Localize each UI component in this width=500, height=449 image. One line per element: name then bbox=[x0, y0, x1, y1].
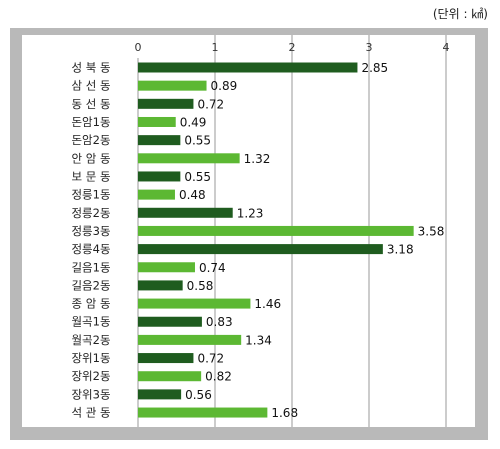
data-label: 0.74 bbox=[199, 261, 226, 275]
bar bbox=[138, 316, 202, 327]
data-label: 3.58 bbox=[418, 224, 445, 238]
bar bbox=[138, 171, 181, 182]
data-label: 0.55 bbox=[184, 170, 211, 184]
data-label: 0.89 bbox=[211, 79, 238, 93]
bar bbox=[138, 135, 181, 146]
data-label: 0.72 bbox=[197, 352, 224, 366]
bar bbox=[138, 98, 194, 109]
category-label: 월곡1동 bbox=[71, 315, 110, 329]
data-label: 1.34 bbox=[245, 333, 272, 347]
x-tick-label: 3 bbox=[366, 41, 373, 54]
data-label: 0.56 bbox=[185, 388, 212, 402]
category-label: 장위1동 bbox=[71, 351, 110, 365]
unit-label: (단위 : ㎢) bbox=[432, 7, 488, 21]
data-label: 2.85 bbox=[361, 61, 388, 75]
bar bbox=[138, 389, 182, 400]
data-label: 0.82 bbox=[205, 370, 232, 384]
bar bbox=[138, 280, 183, 291]
bar bbox=[138, 334, 242, 345]
category-label: 정릉1동 bbox=[71, 188, 110, 202]
data-label: 0.58 bbox=[187, 279, 214, 293]
category-label: 종 암 동 bbox=[71, 297, 110, 311]
data-label: 1.32 bbox=[244, 152, 271, 166]
bar bbox=[138, 353, 194, 364]
data-label: 0.72 bbox=[197, 97, 224, 111]
data-label: 1.23 bbox=[237, 206, 264, 220]
bar bbox=[138, 80, 207, 91]
bar bbox=[138, 371, 202, 382]
bar bbox=[138, 116, 176, 127]
data-label: 0.83 bbox=[206, 315, 233, 329]
x-tick-label: 4 bbox=[443, 41, 450, 54]
category-label: 동 선 동 bbox=[71, 97, 110, 111]
bar bbox=[138, 244, 383, 255]
bar bbox=[138, 225, 414, 236]
bar bbox=[138, 262, 195, 273]
category-label: 장위3동 bbox=[71, 387, 110, 401]
category-label: 돈암2동 bbox=[71, 133, 110, 147]
category-label: 정릉3동 bbox=[71, 224, 110, 238]
bar bbox=[138, 407, 268, 418]
category-label: 월곡2동 bbox=[71, 333, 110, 347]
category-label: 길음1동 bbox=[71, 260, 110, 274]
bar bbox=[138, 189, 175, 200]
category-label: 삼 선 동 bbox=[71, 79, 110, 93]
data-label: 0.55 bbox=[184, 134, 211, 148]
category-label: 정릉2동 bbox=[71, 206, 110, 220]
data-label: 0.48 bbox=[179, 188, 206, 202]
category-label: 정릉4동 bbox=[71, 242, 110, 256]
category-label: 길음2동 bbox=[71, 278, 110, 292]
category-label: 돈암1동 bbox=[71, 115, 110, 129]
data-label: 1.68 bbox=[271, 406, 298, 420]
x-tick-label: 2 bbox=[289, 41, 296, 54]
data-label: 3.18 bbox=[387, 243, 414, 257]
category-label: 안 암 동 bbox=[71, 151, 110, 165]
bar bbox=[138, 298, 251, 309]
bar bbox=[138, 62, 358, 73]
category-label: 장위2동 bbox=[71, 369, 110, 383]
category-label: 석 관 동 bbox=[71, 406, 110, 420]
x-tick-label: 1 bbox=[212, 41, 219, 54]
x-tick-label: 0 bbox=[135, 41, 142, 54]
data-label: 0.49 bbox=[180, 115, 207, 129]
data-label: 1.46 bbox=[254, 297, 281, 311]
category-label: 보 문 동 bbox=[71, 169, 110, 183]
bar bbox=[138, 153, 240, 164]
category-label: 성 북 동 bbox=[71, 61, 110, 75]
bar bbox=[138, 207, 233, 218]
